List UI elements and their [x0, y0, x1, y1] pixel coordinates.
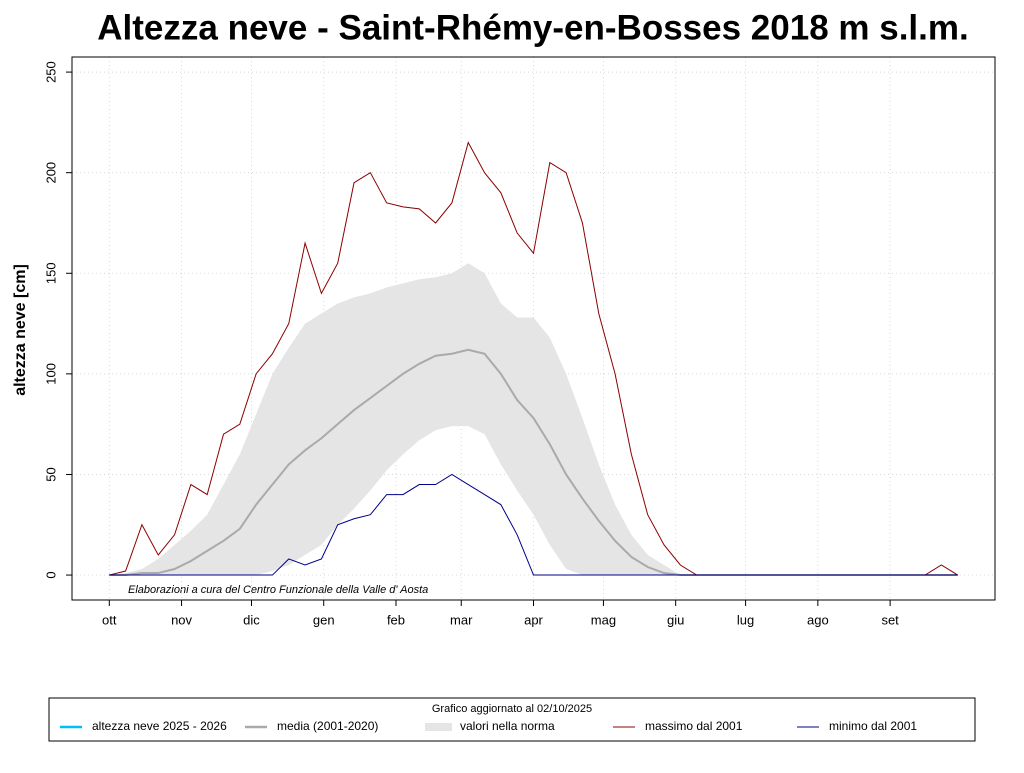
y-tick-label: 150 — [43, 262, 58, 284]
legend-label: minimo dal 2001 — [829, 719, 917, 733]
series-line — [109, 473, 958, 576]
y-tick-label: 50 — [43, 467, 58, 481]
plot-frame — [71, 56, 996, 601]
chart-title: Altezza neve - Saint-Rhémy-en-Bosses 201… — [97, 8, 968, 47]
legend-box — [48, 697, 976, 742]
x-tick-label: mar — [450, 612, 473, 627]
legend-swatch — [425, 723, 452, 731]
x-tick-label: ott — [102, 612, 117, 627]
x-tick-label: apr — [524, 612, 543, 627]
legend-title: Grafico aggiornato al 02/10/2025 — [432, 703, 592, 715]
x-tick-label: mag — [591, 612, 616, 627]
x-tick-label: lug — [737, 612, 754, 627]
legend-label: media (2001-2020) — [277, 719, 378, 733]
x-tick-label: feb — [387, 612, 405, 627]
annotation: Elaborazioni a cura del Centro Funzional… — [128, 584, 428, 596]
x-tick-label: giu — [667, 612, 684, 627]
x-tick-label: ago — [807, 612, 829, 627]
y-tick-label: 250 — [43, 61, 58, 83]
x-tick-label: nov — [171, 612, 192, 627]
x-tick-label: gen — [313, 612, 335, 627]
y-tick-label: 0 — [43, 571, 58, 578]
legend-label: valori nella norma — [460, 719, 555, 733]
y-axis-label: altezza neve [cm] — [12, 264, 29, 396]
x-tick-label: set — [881, 612, 899, 627]
x-tick-label: dic — [243, 612, 260, 627]
y-tick-label: 200 — [43, 162, 58, 184]
legend-label: massimo dal 2001 — [645, 719, 743, 733]
y-tick-label: 100 — [43, 363, 58, 385]
legend-label: altezza neve 2025 - 2026 — [92, 719, 227, 733]
